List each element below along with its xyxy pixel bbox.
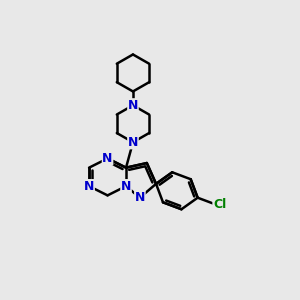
Text: N: N (128, 99, 138, 112)
Text: N: N (84, 180, 94, 193)
Text: N: N (128, 136, 138, 149)
Text: N: N (121, 180, 131, 193)
Text: N: N (135, 191, 145, 204)
Text: N: N (102, 152, 113, 165)
Text: Cl: Cl (213, 198, 226, 211)
